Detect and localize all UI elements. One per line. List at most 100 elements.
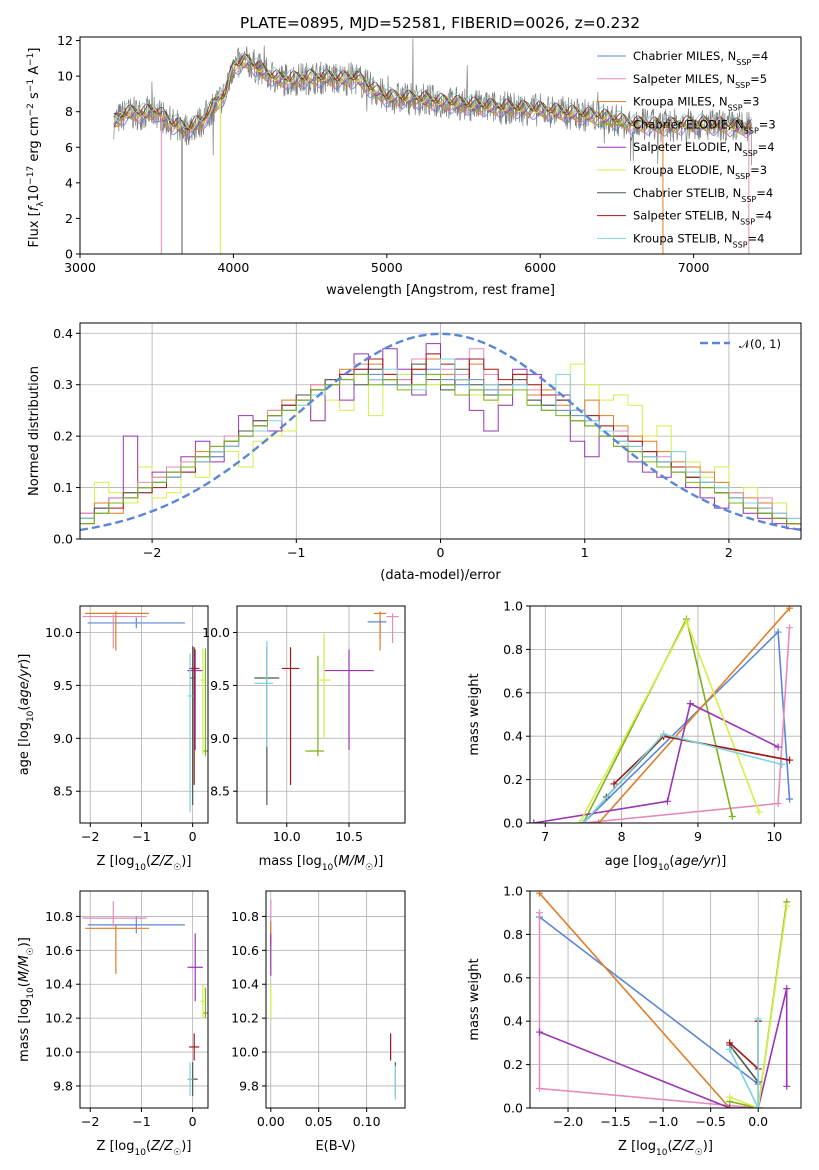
x-tick-label: 9 bbox=[694, 829, 702, 844]
panel-age-vs-Z: −2 −1 0 8.5 9.0 9.5 10.0 Z [log10(Z/Z☉)] age [lo… bbox=[17, 605, 209, 873]
errorbar-point bbox=[254, 640, 274, 747]
errorbar-point bbox=[85, 924, 150, 975]
weight-marker bbox=[786, 795, 794, 803]
y-tick-label: 9.5 bbox=[210, 678, 230, 693]
y-tick-label: 0.4 bbox=[503, 729, 523, 744]
plot-area bbox=[82, 611, 208, 813]
x-axis-label: E(B-V) bbox=[315, 1139, 355, 1154]
weight-line bbox=[598, 607, 791, 823]
x-tick-label: 10.0 bbox=[273, 829, 301, 844]
legend-label: Kroupa ELODIE, NSSP=3 bbox=[633, 163, 767, 181]
plot-area bbox=[536, 891, 791, 1108]
weight-marker bbox=[530, 819, 538, 823]
errorbar-point bbox=[187, 653, 193, 813]
observed-spectrum bbox=[113, 38, 752, 166]
errorbar-point bbox=[324, 649, 374, 750]
y-tick-label: 9.0 bbox=[210, 731, 230, 746]
y-tick-label: 0.2 bbox=[503, 1057, 523, 1072]
x-tick-label: 8 bbox=[618, 829, 626, 844]
y-axis-label: mass weight bbox=[467, 958, 482, 1040]
x-tick-label: −1.0 bbox=[648, 1114, 678, 1129]
y-tick-label: 4 bbox=[65, 175, 73, 190]
y-axis-label: Normed distribution bbox=[27, 366, 42, 496]
weight-marker bbox=[774, 743, 782, 751]
axes-frame bbox=[79, 36, 802, 255]
x-tick-label: 6000 bbox=[524, 260, 556, 275]
errorbar-point bbox=[189, 647, 200, 785]
errorbar-point bbox=[386, 613, 399, 644]
x-tick-label: −2 bbox=[143, 545, 161, 560]
weight-marker bbox=[728, 812, 736, 820]
y-tick-label: 12 bbox=[57, 33, 73, 48]
weight-marker bbox=[686, 700, 694, 708]
y-tick-label: 10.6 bbox=[45, 943, 73, 958]
y-tick-label: 10.2 bbox=[45, 1011, 73, 1026]
errorbar-point bbox=[82, 901, 147, 927]
y-tick-label: 0.2 bbox=[53, 429, 73, 444]
weight-marker bbox=[536, 1084, 544, 1092]
y-tick-label: 0.4 bbox=[53, 326, 73, 341]
weight-marker bbox=[536, 1028, 544, 1036]
panel-spectrum: 3000 4000 5000 6000 7000 0 2 4 6 8 10 12 Chabrier MI… bbox=[26, 33, 802, 298]
x-axis-label: mass [log10(M/M☉)] bbox=[259, 854, 384, 873]
plot-area bbox=[254, 611, 399, 806]
errorbar-point bbox=[317, 632, 331, 739]
weight-marker bbox=[726, 1045, 734, 1053]
legend-label: Salpeter ELODIE, NSSP=4 bbox=[633, 140, 775, 158]
panel-residuals: −2 −1 0 1 2 0.0 0.1 0.2 0.3 0.4 𝒩(0, 1) (data-model… bbox=[27, 322, 802, 583]
y-tick-label: 10.4 bbox=[231, 977, 259, 992]
panel-mass-weight-vs-Z: −2.0 −1.5 −1.0 −0.5 0.0 0.0 0.2 0.4 0.6 0.8 1.0 Z [… bbox=[467, 884, 802, 1158]
panel-mass-vs-Z: −2 −1 0 9.8 10.0 10.2 10.4 10.6 10.8 Z [log10(Z/Z… bbox=[17, 890, 209, 1158]
y-tick-label: 0 bbox=[65, 247, 73, 262]
x-tick-label: −2.0 bbox=[553, 1114, 583, 1129]
legend-label: Kroupa MILES, NSSP=3 bbox=[633, 95, 759, 113]
x-tick-label: 2 bbox=[725, 545, 733, 560]
errorbar-point bbox=[202, 987, 208, 1019]
weight-marker bbox=[726, 1039, 734, 1047]
x-tick-label: 1 bbox=[581, 545, 589, 560]
plot-area bbox=[530, 606, 794, 823]
plot-area bbox=[82, 901, 208, 1097]
x-axis-label: age [log10(age/yr)] bbox=[605, 854, 727, 873]
weight-marker bbox=[786, 624, 794, 632]
y-tick-label: 9.8 bbox=[53, 1078, 73, 1093]
x-tick-label: −1 bbox=[132, 829, 150, 844]
x-tick-label: 7000 bbox=[678, 260, 710, 275]
x-tick-label: −2 bbox=[81, 829, 99, 844]
y-tick-label: 0.0 bbox=[503, 816, 523, 831]
x-tick-label: 0.0 bbox=[748, 1114, 768, 1129]
x-axis-label: wavelength [Angstrom, rest frame] bbox=[326, 283, 555, 298]
errorbar-point bbox=[189, 1033, 200, 1061]
y-tick-label: 10 bbox=[57, 69, 73, 84]
y-tick-label: 10.8 bbox=[231, 909, 259, 924]
weight-line bbox=[538, 892, 759, 1108]
weight-line bbox=[539, 988, 788, 1108]
errorbar-point bbox=[281, 647, 300, 785]
panel-age-vs-mass: 10.0 10.5 8.5 9.0 9.5 10.0 mass [log10(M/M☉)] bbox=[202, 605, 406, 873]
y-tick-label: 0.4 bbox=[503, 1014, 523, 1029]
legend-label: Salpeter STELIB, NSSP=4 bbox=[633, 209, 772, 227]
errorbar-point bbox=[87, 617, 185, 629]
errorbar-point bbox=[87, 916, 185, 934]
weight-line bbox=[533, 702, 779, 823]
x-tick-label: 3000 bbox=[64, 260, 96, 275]
x-tick-label: −1.5 bbox=[600, 1114, 630, 1129]
y-tick-label: 6 bbox=[65, 140, 73, 155]
y-tick-label: 10.0 bbox=[231, 1045, 259, 1060]
x-axis-label: (data-model)/error bbox=[380, 568, 501, 583]
legend-label: Kroupa STELIB, NSSP=4 bbox=[633, 231, 764, 249]
errorbar-point bbox=[187, 1062, 193, 1097]
y-tick-label: 10.0 bbox=[202, 625, 230, 640]
errorbar-point bbox=[305, 655, 325, 757]
y-tick-label: 10.4 bbox=[45, 977, 73, 992]
axes-frame bbox=[79, 605, 209, 824]
x-tick-label: 0.05 bbox=[305, 1114, 333, 1129]
y-tick-label: 9.0 bbox=[53, 731, 73, 746]
axes-frame bbox=[79, 890, 209, 1109]
x-tick-label: −2 bbox=[81, 1114, 99, 1129]
x-tick-label: 10.5 bbox=[335, 829, 363, 844]
y-tick-label: 0.8 bbox=[503, 642, 523, 657]
